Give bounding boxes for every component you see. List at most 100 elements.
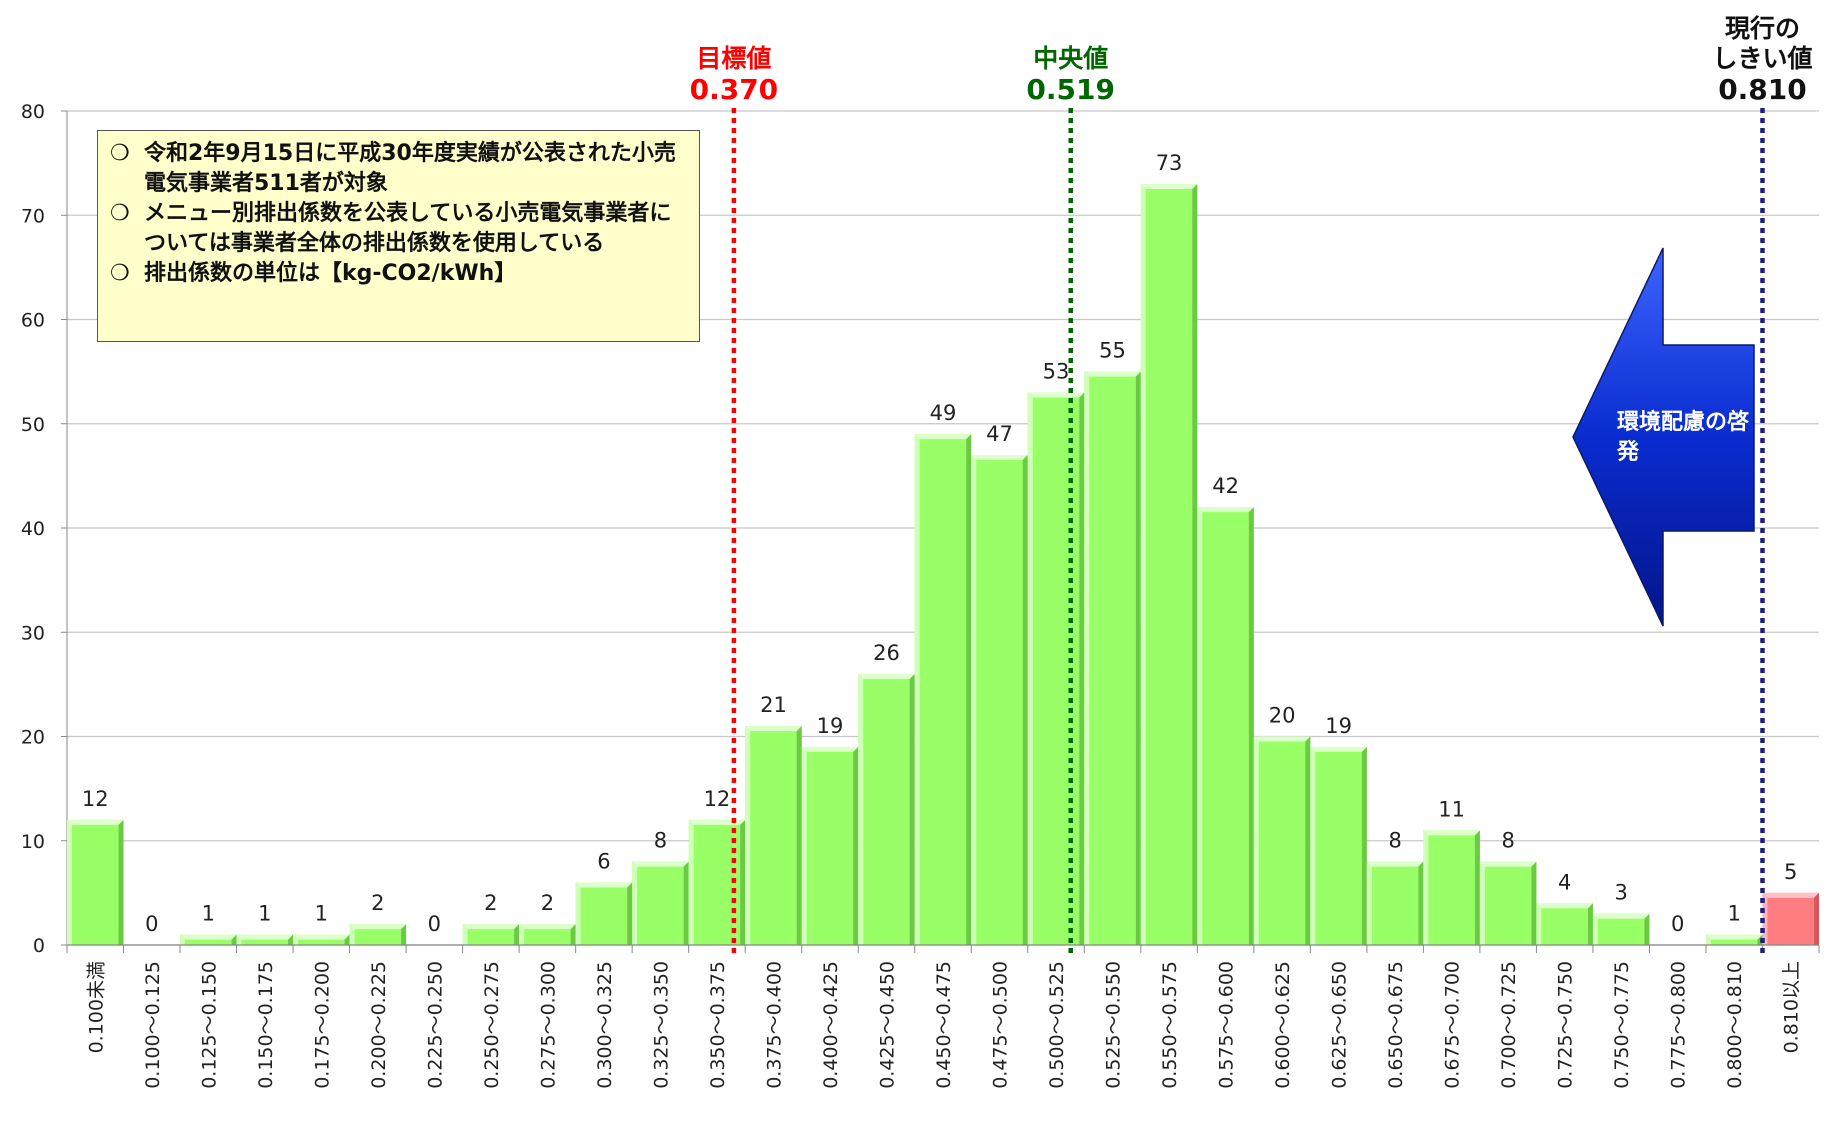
bar-bevel-top: [1479, 861, 1537, 867]
data-label: 1: [202, 902, 215, 926]
data-label: 1: [315, 902, 328, 926]
bar-bevel-top: [632, 861, 689, 867]
bar-face: [858, 673, 915, 945]
x-category-label: 0.225～0.250: [424, 961, 446, 1089]
bar: [1084, 371, 1141, 945]
marker-title: 中央値: [1033, 44, 1108, 73]
marker-title: 現行の: [1725, 14, 1800, 43]
x-category-label: 0.100～0.125: [142, 961, 164, 1089]
bar-face: [1705, 934, 1763, 945]
bar: [1423, 830, 1480, 945]
bar-bevel-right: [1248, 507, 1254, 945]
y-tick-label: 80: [21, 101, 45, 123]
x-category-label: 0.700～0.725: [1498, 961, 1520, 1089]
bar-bevel-right: [1644, 913, 1650, 945]
bar-bevel-top: [236, 934, 294, 940]
note-item: ❍ 令和2年9月15日に平成30年度実績が公表された小売電気事業者511者が対象: [110, 139, 689, 199]
bar-bevel-right: [740, 819, 746, 945]
bar: [745, 726, 802, 945]
bar-face: [971, 455, 1028, 945]
bar-bevel-left: [1084, 371, 1090, 945]
bar-bevel-top: [801, 746, 859, 752]
data-label: 0: [145, 912, 158, 936]
bar-bevel-top: [858, 673, 915, 679]
data-label: 1: [1728, 902, 1741, 926]
left-arrow-icon: [1572, 247, 1755, 627]
bar-bevel-left: [1705, 934, 1711, 945]
bar-bevel-right: [1418, 861, 1424, 945]
data-label: 11: [1438, 797, 1465, 821]
bar-face: [1084, 371, 1141, 945]
y-tick-label: 60: [21, 310, 45, 332]
x-category-label: 0.400～0.425: [820, 961, 842, 1089]
data-label: 5: [1784, 860, 1797, 884]
notes-box: ❍ 令和2年9月15日に平成30年度実績が公表された小売電気事業者511者が対象…: [97, 130, 700, 342]
bar-bevel-left: [632, 861, 638, 945]
note-text: 令和2年9月15日に平成30年度実績が公表された小売電気事業者511者が対象: [144, 141, 676, 196]
bar-bevel-left: [1423, 830, 1429, 945]
data-label: 49: [930, 401, 957, 425]
note-text: メニュー別排出係数を公表している小売電気事業者については事業者全体の排出係数を使…: [144, 201, 672, 256]
bar-bevel-left: [1592, 913, 1598, 945]
x-category-label: 0.775～0.800: [1668, 961, 1690, 1089]
bar: [1592, 913, 1650, 945]
bar-bevel-right: [1361, 746, 1367, 945]
x-category-label: 0.750～0.775: [1611, 961, 1633, 1089]
bar-bevel-right: [231, 934, 237, 945]
bar: [1705, 934, 1763, 945]
bar-bevel-top: [914, 434, 972, 440]
bar-bevel-right: [288, 934, 294, 945]
bar: [349, 924, 407, 945]
x-category-label: 0.575～0.600: [1216, 961, 1238, 1089]
bar-bevel-top: [745, 726, 802, 732]
data-label: 20: [1269, 704, 1296, 728]
circle-bullet-icon: ❍: [110, 141, 130, 166]
data-label: 3: [1615, 881, 1628, 905]
marker-value: 0.370: [690, 73, 779, 106]
bar-bevel-top: [1592, 913, 1650, 919]
data-label: 19: [817, 714, 844, 738]
x-category-label: 0.325～0.350: [650, 961, 672, 1089]
x-category-label: 0.625～0.650: [1329, 961, 1351, 1089]
x-category-label: 0.375～0.400: [763, 961, 785, 1089]
x-category-label: 0.650～0.675: [1385, 961, 1407, 1089]
data-label: 12: [704, 787, 731, 811]
bar-face: [236, 934, 294, 945]
bar-bevel-left: [1253, 736, 1259, 945]
data-label: 53: [1043, 359, 1070, 383]
bar-bevel-left: [67, 819, 72, 945]
x-category-label: 0.675～0.700: [1442, 961, 1464, 1089]
bar-bevel-left: [462, 924, 468, 945]
bar-bevel-left: [1310, 746, 1316, 945]
bar-face: [519, 924, 576, 945]
bar-bevel-right: [796, 726, 802, 945]
bar-bevel-top: [1084, 371, 1141, 377]
y-axis: 0 10 20 30 40 50 60 70 80: [21, 101, 68, 957]
note-item: ❍ メニュー別排出係数を公表している小売電気事業者については事業者全体の排出係数…: [110, 199, 689, 259]
data-label: 2: [541, 891, 554, 915]
bar: [180, 934, 237, 945]
data-label: 55: [1099, 339, 1126, 363]
bar-face: [1027, 392, 1085, 946]
arrow-label: 環境配慮の啓発: [1617, 410, 1750, 465]
bar-bevel-top: [1536, 903, 1593, 909]
bar-bevel-left: [1027, 392, 1033, 946]
bar-bevel-top: [349, 924, 407, 930]
y-tick-label: 40: [21, 518, 45, 540]
bar-bevel-left: [575, 882, 581, 945]
bar-bevel-left: [349, 924, 355, 945]
x-category-label: 0.200～0.225: [368, 961, 390, 1089]
bar: [519, 924, 576, 945]
bar-bevel-left: [1366, 861, 1372, 945]
y-tick-label: 50: [21, 414, 45, 436]
bar-bevel-top: [1310, 746, 1367, 752]
bar-face: [1536, 903, 1593, 945]
bar-bevel-left: [180, 934, 186, 945]
bar-bevel-top: [462, 924, 520, 930]
bar-face: [180, 934, 237, 945]
bar-face: [1479, 861, 1537, 945]
bar-bevel-left: [1140, 183, 1146, 946]
bar-bevel-right: [1022, 455, 1028, 945]
